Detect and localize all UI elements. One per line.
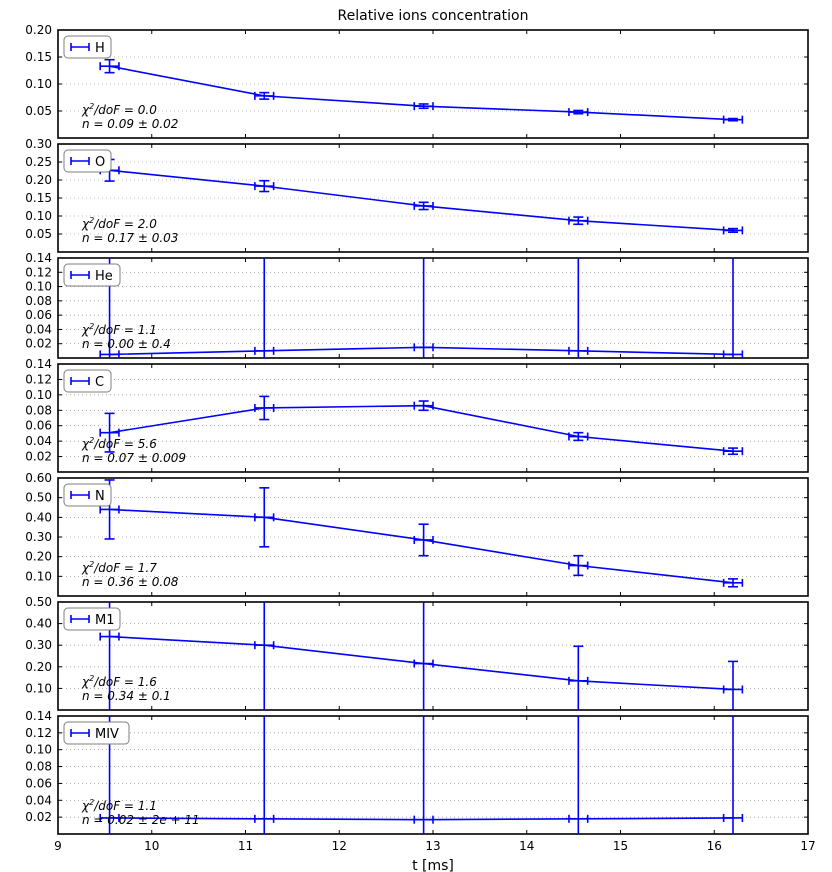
ytick-label: 0.05 [25, 104, 52, 118]
chart-svg: Relative ions concentration0.050.100.150… [0, 0, 832, 872]
ytick-label: 0.10 [25, 681, 52, 695]
legend-label: O [95, 155, 105, 170]
ytick-label: 0.12 [25, 726, 52, 740]
xtick-label: 15 [613, 839, 628, 853]
ytick-label: 0.04 [25, 434, 52, 448]
data-group [100, 480, 742, 587]
n-annotation: n = 0.09 ± 0.02 [82, 117, 178, 131]
xtick-label: 13 [425, 839, 440, 853]
legend-label: He [95, 269, 113, 284]
series-line [110, 406, 733, 452]
ytick-label: 0.06 [25, 308, 52, 322]
n-annotation: n = 0.36 ± 0.08 [82, 575, 179, 589]
ytick-label: 0.50 [25, 491, 52, 505]
ytick-label: 0.10 [25, 77, 52, 91]
xtick-label: 10 [144, 839, 159, 853]
ytick-label: 0.02 [25, 337, 52, 351]
legend-label: MIV [95, 727, 119, 742]
ytick-label: 0.30 [25, 638, 52, 652]
xtick-label: 11 [238, 839, 253, 853]
ytick-label: 0.60 [25, 471, 52, 485]
series-line [110, 66, 733, 119]
chi2-annotation: χ2/doF = 0.0 [81, 102, 157, 117]
legend-label: C [95, 375, 104, 390]
ytick-label: 0.20 [25, 660, 52, 674]
ytick-label: 0.15 [25, 191, 52, 205]
legend-label: N [95, 489, 105, 504]
ytick-label: 0.10 [25, 209, 52, 223]
ytick-label: 0.20 [25, 173, 52, 187]
ytick-label: 0.05 [25, 227, 52, 241]
ytick-label: 0.20 [25, 23, 52, 37]
ytick-label: 0.12 [25, 372, 52, 386]
panel-He: 0.020.040.060.080.100.120.14Heχ2/doF = 1… [25, 62, 808, 641]
chi2-annotation: χ2/doF = 1.1 [81, 322, 157, 337]
series-line [110, 170, 733, 230]
x-axis-label: t [ms] [412, 858, 454, 872]
ytick-label: 0.04 [25, 322, 52, 336]
xtick-label: 16 [707, 839, 722, 853]
ytick-label: 0.20 [25, 550, 52, 564]
data-group [100, 60, 742, 124]
ytick-label: 0.30 [25, 137, 52, 151]
panel-O: 0.05 0.10 0.15 0.20 0.25 0.30 Oχ2/doF = 2.0n =… [25, 137, 808, 252]
n-annotation: n = 0.07 ± 0.009 [82, 451, 186, 465]
ytick-label: 0.40 [25, 510, 52, 524]
chi2-annotation: χ2/doF = 2.0 [81, 216, 157, 231]
ytick-label: 0.15 [25, 50, 52, 64]
xtick-label: 17 [800, 839, 815, 853]
panel-C: 0.02 0.040.06 0.080.10 0.120.14 Cχ2/doF = 5.… [25, 357, 808, 472]
data-group [100, 0, 742, 872]
ytick-label: 0.08 [25, 403, 52, 417]
panel-H: 0.05 0.10 0.15 0.20 Hχ2/doF = 0.0n = 0.09 ± … [25, 23, 808, 138]
legend-label: M1 [95, 613, 115, 628]
ytick-label: 0.06 [25, 776, 52, 790]
series-line [110, 509, 733, 582]
panel-N: 0.10 0.20 0.30 0.40 0.50 0.60 Nχ2/doF = 1.7n =… [25, 471, 808, 596]
ytick-label: 0.14 [25, 357, 52, 371]
ytick-label: 0.02 [25, 450, 52, 464]
ytick-label: 0.14 [25, 251, 52, 265]
ytick-label: 0.08 [25, 760, 52, 774]
data-group [100, 159, 742, 234]
xtick-label: 12 [332, 839, 347, 853]
xtick-label: 9 [54, 839, 62, 853]
ytick-label: 0.06 [25, 419, 52, 433]
ytick-label: 0.04 [25, 793, 52, 807]
ytick-label: 0.08 [25, 294, 52, 308]
chi2-annotation: χ2/doF = 1.1 [81, 798, 157, 813]
ytick-label: 0.40 [25, 617, 52, 631]
legend-label: H [95, 41, 105, 56]
ytick-label: 0.25 [25, 155, 52, 169]
ytick-label: 0.10 [25, 569, 52, 583]
ytick-label: 0.14 [25, 709, 52, 723]
data-group [100, 62, 742, 641]
ytick-label: 0.10 [25, 743, 52, 757]
xtick-label: 14 [519, 839, 534, 853]
chi2-annotation: χ2/doF = 1.6 [81, 674, 157, 689]
n-annotation: n = 0.17 ± 0.03 [82, 231, 178, 245]
n-annotation: n = 0.34 ± 0.1 [82, 689, 171, 703]
chi2-annotation: χ2/doF = 1.7 [81, 560, 157, 575]
ytick-label: 0.10 [25, 280, 52, 294]
ytick-label: 0.50 [25, 595, 52, 609]
ytick-label: 0.02 [25, 810, 52, 824]
ytick-label: 0.10 [25, 388, 52, 402]
chi2-annotation: χ2/doF = 5.6 [81, 436, 157, 451]
n-annotation: n = 0.02 ± 2e + 11 [82, 813, 200, 827]
chart-container: Relative ions concentration0.050.100.150… [0, 0, 832, 872]
ytick-label: 0.12 [25, 265, 52, 279]
ytick-label: 0.30 [25, 530, 52, 544]
chart-title: Relative ions concentration [338, 8, 529, 24]
series-line [110, 347, 733, 354]
n-annotation: n = 0.00 ± 0.4 [82, 337, 171, 351]
